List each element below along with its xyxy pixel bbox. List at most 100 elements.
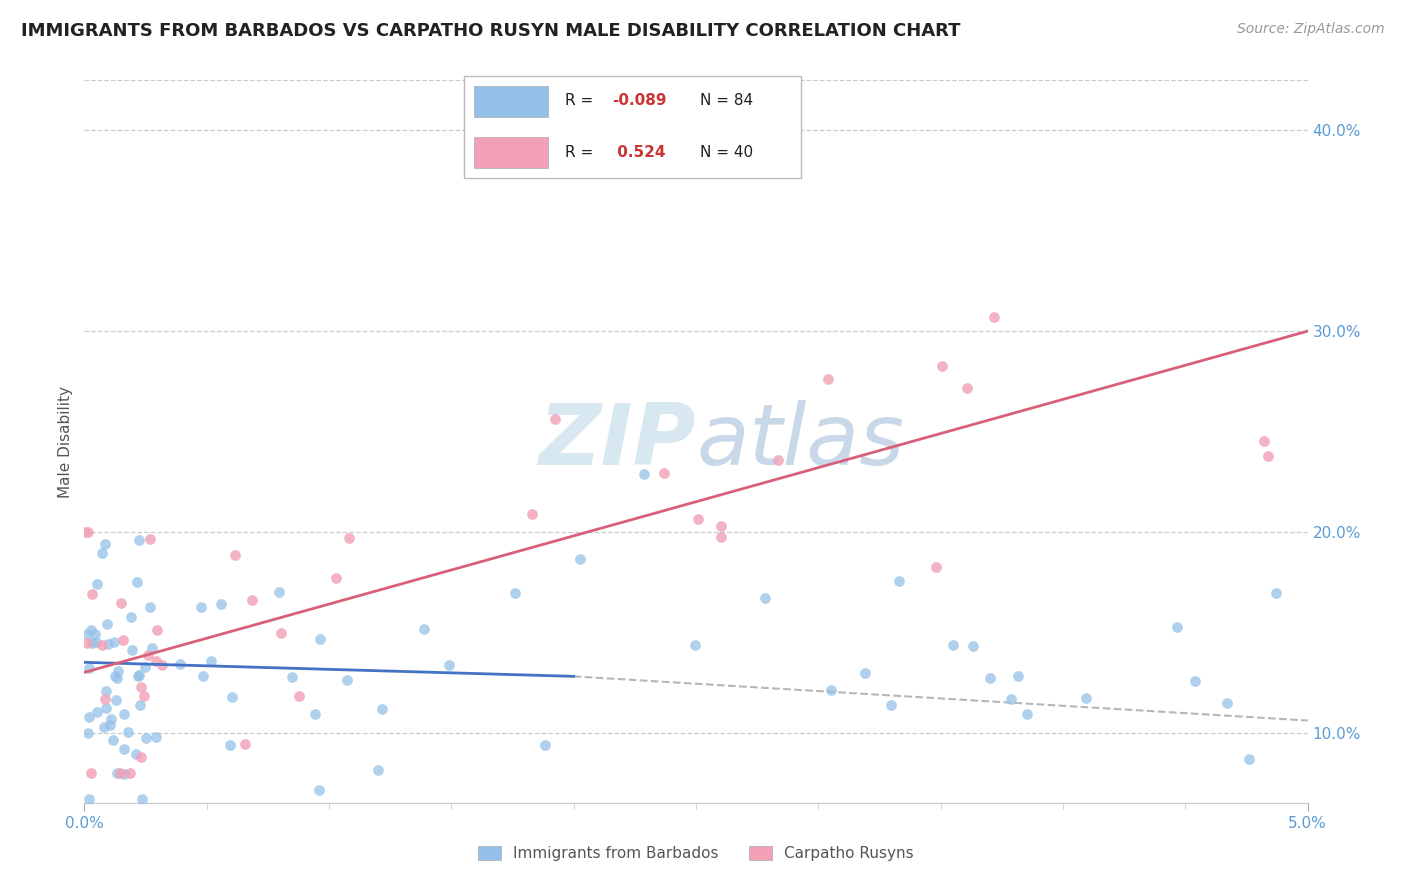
Point <box>128 533 150 548</box>
Text: atlas: atlas <box>696 400 904 483</box>
Point <box>93 720 115 734</box>
Point <box>942 638 965 652</box>
Point <box>77 524 100 539</box>
Point <box>1076 690 1098 705</box>
Point <box>105 693 128 707</box>
Point <box>1017 706 1039 721</box>
Point <box>522 507 544 521</box>
Point <box>1257 450 1279 464</box>
Point <box>105 766 128 780</box>
Point <box>150 657 173 672</box>
Point <box>962 639 984 653</box>
Point <box>633 467 655 481</box>
Point <box>77 660 100 674</box>
Point <box>412 622 434 636</box>
Point <box>91 638 114 652</box>
Point <box>101 733 124 747</box>
Point <box>240 593 263 607</box>
Point <box>652 466 675 480</box>
Point <box>141 641 163 656</box>
Point <box>104 669 127 683</box>
Text: N = 40: N = 40 <box>700 145 754 160</box>
Point <box>191 669 214 683</box>
Point <box>190 600 212 615</box>
Point <box>544 411 567 425</box>
Point <box>200 654 222 668</box>
Point <box>224 549 246 563</box>
Y-axis label: Male Disability: Male Disability <box>58 385 73 498</box>
Point <box>108 765 131 780</box>
Point <box>569 552 592 566</box>
Point <box>754 591 776 605</box>
Point <box>117 725 139 739</box>
Text: ZIP: ZIP <box>538 400 696 483</box>
Point <box>82 636 104 650</box>
Point <box>367 763 389 777</box>
Point <box>145 654 167 668</box>
Point <box>145 624 167 638</box>
Point <box>1237 752 1260 766</box>
Point <box>84 635 107 649</box>
Point <box>82 587 104 601</box>
Point <box>288 689 311 703</box>
Point <box>134 660 156 674</box>
Point <box>221 690 243 705</box>
Point <box>337 531 360 545</box>
Point <box>820 683 842 698</box>
Legend: Immigrants from Barbados, Carpatho Rusyns: Immigrants from Barbados, Carpatho Rusyn… <box>472 840 920 867</box>
Point <box>125 575 148 590</box>
Point <box>233 737 256 751</box>
Point <box>73 524 96 539</box>
Point <box>107 664 129 678</box>
Point <box>145 730 167 744</box>
Point <box>98 718 121 732</box>
Point <box>135 731 157 745</box>
Point <box>105 672 128 686</box>
Point <box>269 584 291 599</box>
Point <box>304 706 326 721</box>
Point <box>281 670 304 684</box>
Text: R =: R = <box>565 94 599 109</box>
Point <box>77 792 100 806</box>
Point <box>209 597 232 611</box>
Point <box>80 623 103 637</box>
Text: N = 84: N = 84 <box>700 94 754 109</box>
Point <box>1007 669 1029 683</box>
Point <box>685 638 707 652</box>
Point <box>94 683 117 698</box>
Point <box>114 742 136 756</box>
Point <box>131 792 153 806</box>
Point <box>1184 673 1206 688</box>
Point <box>139 600 162 615</box>
Point <box>503 586 526 600</box>
Point <box>817 372 839 386</box>
Point <box>76 627 98 641</box>
Point <box>96 616 118 631</box>
Point <box>437 658 460 673</box>
Point <box>931 359 953 373</box>
Point <box>112 707 135 722</box>
Point <box>1253 434 1275 449</box>
Point <box>710 531 733 545</box>
Point <box>125 747 148 761</box>
Point <box>169 657 191 671</box>
Point <box>983 310 1005 324</box>
Point <box>925 560 948 574</box>
Point <box>1166 619 1188 633</box>
Point <box>94 701 117 715</box>
Point <box>128 668 150 682</box>
FancyBboxPatch shape <box>474 137 548 168</box>
Text: Source: ZipAtlas.com: Source: ZipAtlas.com <box>1237 22 1385 37</box>
Point <box>219 738 242 752</box>
Point <box>127 668 149 682</box>
Point <box>308 783 330 797</box>
Point <box>325 571 347 585</box>
Point <box>710 518 733 533</box>
Point <box>855 666 877 681</box>
Point <box>77 726 100 740</box>
Point <box>86 577 108 591</box>
Point <box>80 765 103 780</box>
Point <box>956 381 979 395</box>
Point <box>76 636 98 650</box>
Point <box>118 765 141 780</box>
